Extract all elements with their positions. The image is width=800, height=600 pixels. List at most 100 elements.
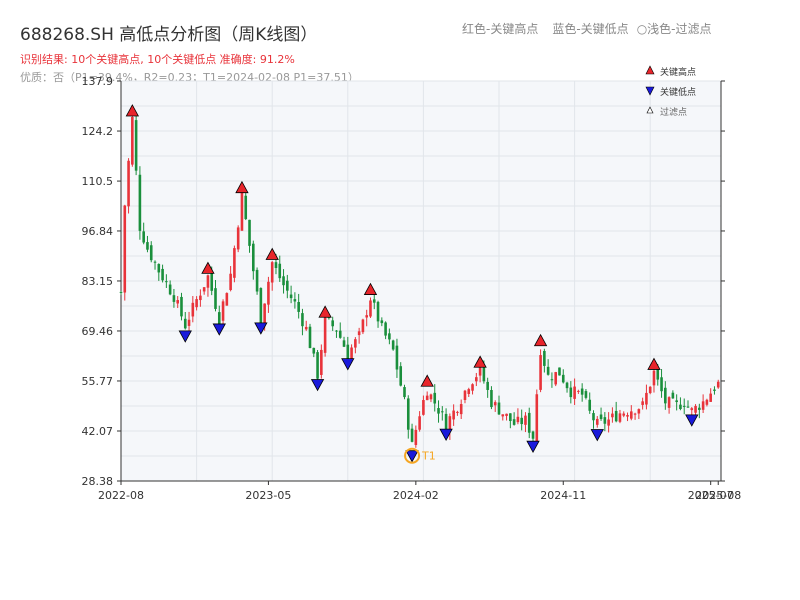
- candle-body: [535, 394, 539, 443]
- legend-blue-text: 蓝色-关键低点: [552, 22, 629, 36]
- candle-body: [289, 294, 293, 299]
- x-tick-label: 2024-02: [393, 489, 439, 502]
- candle-body: [252, 243, 255, 272]
- candle-body: [524, 415, 527, 425]
- candle-body: [531, 431, 535, 439]
- candle-body: [263, 303, 266, 326]
- candle-body: [705, 399, 709, 405]
- candle-body: [561, 374, 565, 383]
- candle-body: [444, 413, 448, 431]
- candle-body: [134, 120, 138, 171]
- candle-body: [698, 407, 701, 410]
- key-high-marker: [125, 104, 140, 117]
- candle-body: [316, 352, 319, 379]
- candle-body: [686, 406, 690, 408]
- candle-body: [255, 269, 259, 292]
- candle-body: [550, 379, 554, 381]
- candle-body: [607, 419, 610, 426]
- candle-body: [399, 366, 403, 386]
- x-tick-label: 2025-07: [688, 489, 734, 502]
- candle-body: [648, 386, 652, 394]
- candle-body: [425, 395, 429, 401]
- candle-body: [236, 227, 240, 250]
- x-tick-label: 2023-05: [245, 489, 291, 502]
- y-tick-label: 28.38: [82, 475, 114, 488]
- candle-body: [206, 275, 210, 288]
- candle-body: [357, 331, 361, 336]
- candle-body: [259, 288, 263, 324]
- candle-body: [433, 392, 437, 404]
- candle-body: [667, 397, 671, 408]
- candle-body: [493, 402, 497, 406]
- key-low-marker: [212, 323, 226, 336]
- candle-body: [191, 302, 195, 317]
- candle-body: [611, 413, 614, 418]
- key-low-marker: [590, 429, 604, 442]
- candle-body: [595, 418, 599, 425]
- candle-body: [664, 387, 667, 404]
- color-legend: 红色-关键高点 蓝色-关键低点 ○浅色-过滤点: [462, 20, 712, 37]
- key-high-marker: [265, 247, 279, 260]
- key-high-marker: [363, 282, 378, 295]
- key-low-marker: [439, 428, 453, 441]
- candle-body: [168, 284, 172, 295]
- candle-body: [384, 322, 387, 336]
- candle-body: [637, 409, 641, 414]
- candle-body: [119, 291, 123, 293]
- candle-body: [123, 205, 127, 293]
- candle-body: [183, 318, 187, 329]
- candle-body: [346, 344, 350, 359]
- candle-body: [240, 191, 244, 231]
- key-high-marker: [647, 357, 661, 370]
- candle-body: [682, 405, 686, 407]
- key-low-marker: [310, 379, 325, 392]
- candle-body: [161, 268, 164, 281]
- candle-body: [509, 413, 512, 422]
- candle-body: [406, 398, 410, 430]
- candle-body: [716, 381, 720, 388]
- chart-title: 688268.SH 高低点分析图（周K线图）: [20, 25, 318, 45]
- candle-body: [395, 345, 399, 370]
- key-high-marker: [235, 180, 249, 194]
- candle-body: [437, 408, 440, 414]
- candle-body: [244, 195, 248, 220]
- candle-body: [354, 339, 357, 348]
- candle-body: [293, 299, 297, 302]
- candle-body: [267, 281, 270, 305]
- candle-body: [342, 340, 346, 347]
- y-tick-label: 55.77: [82, 375, 114, 388]
- t1-marker: [404, 447, 421, 464]
- candle-body: [338, 330, 342, 338]
- candle-body: [335, 330, 338, 332]
- candle-body: [713, 389, 716, 391]
- candle-body: [501, 414, 505, 417]
- candle-body: [380, 320, 384, 324]
- candle-body: [675, 400, 678, 403]
- key-high-marker: [318, 305, 332, 318]
- x-tick-label: 2022-08: [98, 489, 144, 502]
- y-tick-label: 110.5: [82, 175, 114, 188]
- y-tick-label: 96.84: [82, 225, 114, 238]
- key-high-marker: [201, 261, 215, 274]
- candle-body: [448, 416, 452, 432]
- legend-red-text: 红色-关键高点: [462, 22, 539, 36]
- candle-body: [441, 411, 444, 413]
- candle-body: [463, 390, 467, 401]
- candle-body: [274, 262, 278, 268]
- candle-body: [304, 326, 308, 330]
- candle-body: [580, 388, 584, 395]
- candle-body: [614, 410, 618, 422]
- key-low-marker: [178, 330, 192, 343]
- candle-body: [248, 219, 251, 246]
- candle-body: [558, 367, 561, 376]
- candle-body: [633, 413, 637, 415]
- legend-high-label: 关键高点: [660, 66, 696, 78]
- candle-body: [459, 404, 463, 415]
- key-low-marker: [405, 450, 419, 463]
- candle-body: [282, 276, 285, 286]
- key-low-marker: [254, 322, 268, 335]
- candle-body: [422, 400, 425, 415]
- candle-body: [516, 416, 520, 423]
- candle-body: [652, 370, 656, 386]
